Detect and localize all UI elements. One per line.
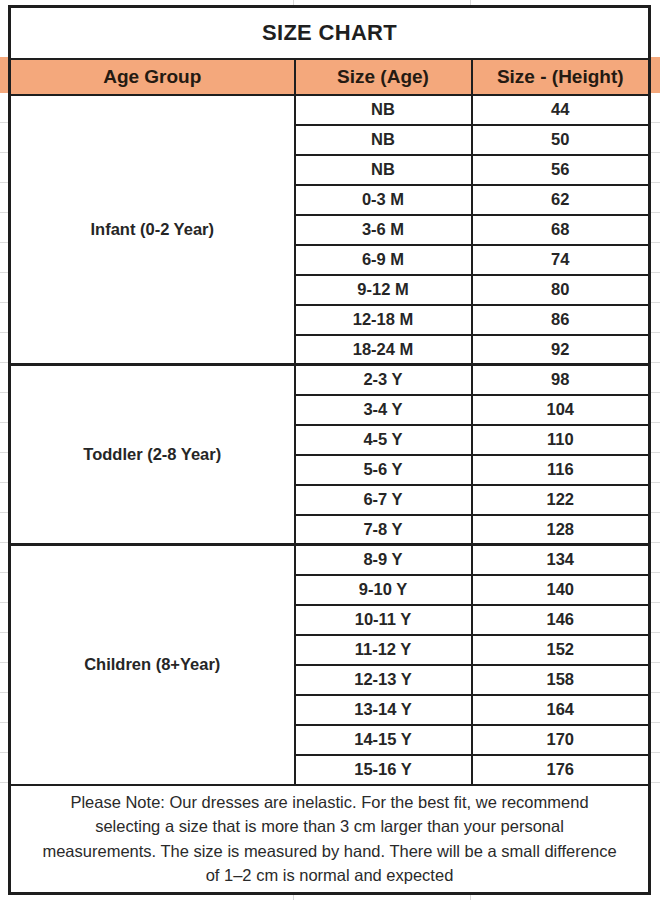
size-height-cell: 116 [472, 455, 650, 485]
column-header-size-age: Size (Age) [295, 59, 472, 95]
size-height-cell: 176 [472, 755, 650, 785]
table-row: Infant (0-2 Year) NB 44 [10, 95, 650, 125]
size-height-cell: 56 [472, 155, 650, 185]
size-height-cell: 140 [472, 575, 650, 605]
size-age-cell: 10-11 Y [295, 605, 472, 635]
size-age-cell: 5-6 Y [295, 455, 472, 485]
table-row: Children (8+Year) 8-9 Y 134 [10, 545, 650, 575]
spreadsheet-gridlines-left [0, 93, 8, 783]
size-age-cell: 3-4 Y [295, 395, 472, 425]
table-title: SIZE CHART [10, 7, 650, 59]
size-age-cell: 2-3 Y [295, 365, 472, 395]
size-height-cell: 152 [472, 635, 650, 665]
size-age-cell: 4-5 Y [295, 425, 472, 455]
table-row: SIZE CHART [10, 7, 650, 59]
please-note-text: Please Note: Our dresses are inelastic. … [10, 785, 650, 894]
size-height-cell: 44 [472, 95, 650, 125]
size-age-cell: 18-24 M [295, 335, 472, 365]
size-height-cell: 146 [472, 605, 650, 635]
size-age-cell: 9-12 M [295, 275, 472, 305]
age-group-cell-children: Children (8+Year) [10, 545, 295, 785]
size-chart-table: SIZE CHART Age Group Size (Age) Size - (… [8, 5, 651, 895]
size-height-cell: 104 [472, 395, 650, 425]
size-height-cell: 50 [472, 125, 650, 155]
size-height-cell: 74 [472, 245, 650, 275]
size-height-cell: 92 [472, 335, 650, 365]
size-height-cell: 122 [472, 485, 650, 515]
size-height-cell: 110 [472, 425, 650, 455]
table-row: Toddler (2-8 Year) 2-3 Y 98 [10, 365, 650, 395]
size-age-cell: NB [295, 95, 472, 125]
size-age-cell: NB [295, 155, 472, 185]
age-group-cell-infant: Infant (0-2 Year) [10, 95, 295, 365]
size-height-cell: 80 [472, 275, 650, 305]
size-age-cell: 12-18 M [295, 305, 472, 335]
size-height-cell: 170 [472, 725, 650, 755]
age-group-cell-toddler: Toddler (2-8 Year) [10, 365, 295, 545]
size-height-cell: 86 [472, 305, 650, 335]
size-age-cell: 0-3 M [295, 185, 472, 215]
size-height-cell: 62 [472, 185, 650, 215]
size-height-cell: 134 [472, 545, 650, 575]
table-header-row: Age Group Size (Age) Size - (Height) [10, 59, 650, 95]
size-height-cell: 68 [472, 215, 650, 245]
size-age-cell: 6-9 M [295, 245, 472, 275]
size-age-cell: 13-14 Y [295, 695, 472, 725]
size-age-cell: 6-7 Y [295, 485, 472, 515]
size-height-cell: 158 [472, 665, 650, 695]
column-header-age-group: Age Group [10, 59, 295, 95]
size-chart-page: { "title": "SIZE CHART", "columns": { "a… [0, 0, 660, 900]
size-height-cell: 164 [472, 695, 650, 725]
size-age-cell: 3-6 M [295, 215, 472, 245]
size-age-cell: 14-15 Y [295, 725, 472, 755]
column-header-size-height: Size - (Height) [472, 59, 650, 95]
size-age-cell: 12-13 Y [295, 665, 472, 695]
size-age-cell: 11-12 Y [295, 635, 472, 665]
size-age-cell: NB [295, 125, 472, 155]
size-age-cell: 15-16 Y [295, 755, 472, 785]
size-height-cell: 128 [472, 515, 650, 545]
size-age-cell: 9-10 Y [295, 575, 472, 605]
size-height-cell: 98 [472, 365, 650, 395]
size-age-cell: 7-8 Y [295, 515, 472, 545]
table-row: Please Note: Our dresses are inelastic. … [10, 785, 650, 894]
size-age-cell: 8-9 Y [295, 545, 472, 575]
